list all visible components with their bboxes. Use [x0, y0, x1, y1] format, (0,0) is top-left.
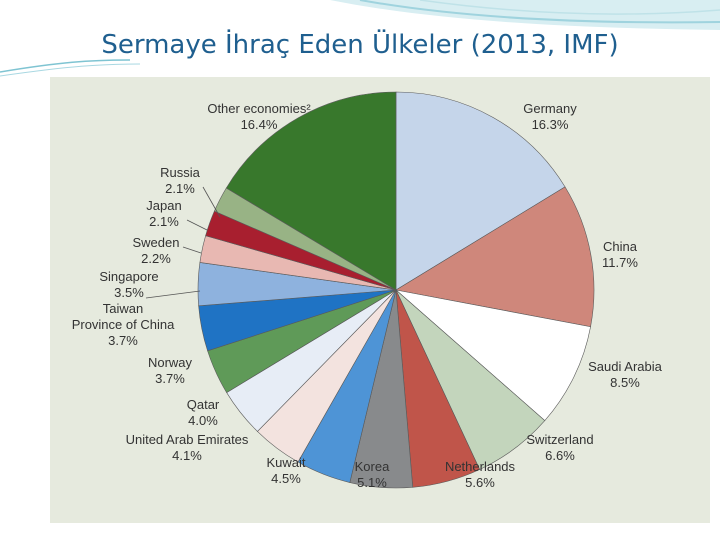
leader-line [145, 290, 201, 299]
leader-line [182, 246, 202, 254]
slice-label: Korea 5.1% [355, 459, 390, 490]
slice-label: Taiwan Province of China 3.7% [72, 301, 175, 348]
slice-label: Netherlands 5.6% [445, 459, 516, 490]
slice-labels: Germany 16.3% China 11.7% Saudi Arabia 8.5% Sw… [72, 101, 663, 490]
slice-label: China 11.7% [602, 239, 638, 270]
slice-label: Singapore 3.5% [99, 269, 158, 300]
slice-label: Other economies² 16.4% [207, 101, 311, 132]
slice-label: Qatar 4.0% [187, 397, 220, 428]
slice-label: Germany 16.3% [523, 101, 577, 132]
pie-slice-china [395, 186, 595, 328]
pie-slices [197, 91, 595, 489]
slide-title: Sermaye İhraç Eden Ülkeler (2013, IMF) [101, 30, 619, 60]
pie-chart: Germany 16.3% China 11.7% Saudi Arabia 8.5% Sw… [72, 91, 663, 490]
pie-slice-germany [395, 91, 566, 291]
pie-slice-saudi-arabia [394, 289, 591, 422]
title-decoration [0, 0, 720, 77]
slice-label: Sweden 2.2% [133, 235, 180, 266]
slice-label: Russia 2.1% [160, 165, 201, 196]
slice-label: Kuwait 4.5% [266, 455, 305, 486]
chart-panel: Germany 16.3% China 11.7% Saudi Arabia 8.5% Sw… [50, 77, 710, 523]
leader-line [202, 186, 221, 218]
slice-label: Norway 3.7% [148, 355, 193, 386]
slice-label: Switzerland 6.6% [526, 432, 593, 463]
slice-label: Japan 2.1% [146, 198, 181, 229]
slice-label: Saudi Arabia 8.5% [588, 359, 662, 390]
leader-line [186, 219, 208, 231]
slice-label: United Arab Emirates 4.1% [126, 432, 249, 463]
pie-slice-other-economies [225, 91, 397, 291]
leader-lines [145, 186, 221, 299]
